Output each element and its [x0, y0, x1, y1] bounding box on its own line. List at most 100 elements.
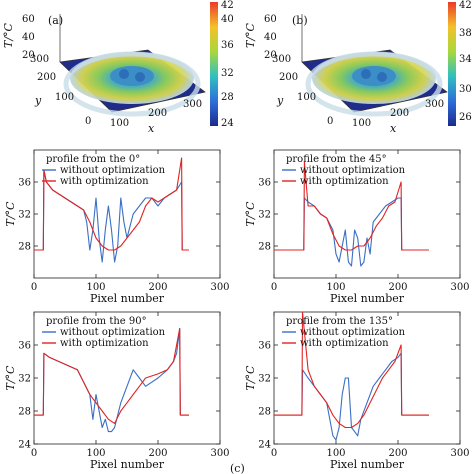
z-tick: 60	[22, 14, 35, 25]
y-axis-label: y	[34, 94, 42, 107]
series-line-with-optimization	[274, 161, 429, 251]
colorbar-tick: 34	[459, 54, 472, 65]
colorbar	[210, 2, 218, 126]
figure-label: (c)	[230, 462, 245, 474]
z-axis-label: T/°C	[244, 22, 257, 48]
series-line-with-optimization	[274, 311, 429, 429]
z-tick: 40	[22, 32, 35, 43]
colorbar-tick: 36	[221, 40, 234, 51]
y-axis-label: y	[276, 94, 284, 107]
y-tick-label: 36	[258, 341, 271, 352]
y-tick: 0	[85, 116, 91, 127]
y-tick: 300	[272, 54, 291, 65]
x-tick: 200	[148, 108, 167, 119]
y-tick-label: 32	[258, 374, 271, 385]
x-tick-label: 200	[388, 448, 407, 459]
line-charts: 0 100 200 300 28 32 36 Pixel number T/°C profile …	[4, 149, 470, 471]
x-tick: 100	[110, 118, 129, 129]
y-tick-label: 28	[18, 407, 31, 418]
x-tick-label: 0	[31, 448, 37, 459]
colorbar-tick: 24	[221, 118, 234, 129]
y-tick: 300	[30, 54, 49, 65]
surface-spot	[361, 69, 371, 79]
panel-label: (b)	[292, 14, 308, 27]
x-axis-label: x	[148, 122, 155, 135]
x-tick-label: 0	[271, 448, 277, 459]
legend-entry: with optimization	[60, 338, 149, 349]
surface-spot	[135, 72, 145, 82]
z-tick: 20	[22, 50, 35, 61]
y-tick-label: 32	[18, 374, 31, 385]
line-chart-panel: 0 100 200 300 24 28 32 36 Pixel number T/°C profil…	[4, 311, 230, 471]
legend-title: profile from the 135°	[286, 316, 393, 327]
x-tick-label: 200	[148, 282, 167, 293]
legend-title: profile from the 45°	[286, 154, 387, 165]
x-tick: 300	[183, 99, 202, 110]
z-axis-label: T/°C	[2, 22, 15, 48]
legend-entry: without optimization	[300, 327, 406, 338]
surface-core	[352, 66, 396, 86]
colorbar-tick: 42	[459, 0, 472, 11]
line-chart-panel: 0 100 200 300 28 32 36 Pixel number T/°C profile …	[244, 149, 470, 305]
y-tick-label: 36	[258, 178, 271, 189]
legend-title: profile from the 0°	[46, 154, 140, 165]
legend-entry: without optimization	[300, 165, 406, 176]
legend-entry: with optimization	[300, 338, 389, 349]
y-axis-label: T/°C	[4, 365, 17, 391]
x-tick-label: 200	[388, 282, 407, 293]
colorbar-tick: 26	[459, 112, 472, 123]
legend-title: profile from the 90°	[46, 316, 147, 327]
colorbar-tick: 42	[221, 0, 234, 11]
x-tick-label: 300	[450, 282, 469, 293]
y-axis-label: T/°C	[4, 201, 17, 227]
y-tick-label: 24	[258, 440, 271, 451]
line-chart-panel: 0 100 200 300 24 28 32 36 Pixel number T/°C profil…	[244, 311, 470, 471]
z-tick: 20	[264, 50, 277, 61]
x-tick-label: 300	[210, 282, 229, 293]
x-axis-label: Pixel number	[330, 292, 405, 305]
x-axis-label: Pixel number	[90, 292, 165, 305]
x-axis-label: Pixel number	[330, 458, 405, 471]
surface-spot	[119, 69, 129, 79]
y-tick-label: 24	[18, 440, 31, 451]
panel-3d-b: (b) 60 40 20 T/°C y 300 200 100 0 100 20…	[244, 0, 472, 135]
legend-entry: with optimization	[60, 176, 149, 187]
colorbar-tick: 30	[459, 84, 472, 95]
x-tick: 200	[390, 108, 409, 119]
y-tick-label: 28	[18, 242, 31, 253]
series-line-with-optimization	[34, 327, 189, 424]
y-axis-label: T/°C	[244, 201, 257, 227]
x-tick-label: 200	[148, 448, 167, 459]
surface-outer-wall	[305, 51, 443, 117]
panel-3d-a: (a) 60 40 20 T/°C y 300 200 100 0 100 20…	[2, 0, 234, 135]
y-tick: 200	[279, 72, 298, 83]
x-axis-label: x	[390, 122, 397, 135]
x-tick-label: 100	[326, 448, 345, 459]
panel-label: (a)	[48, 14, 63, 27]
colorbar-tick: 32	[221, 68, 234, 79]
series-line-without-optimization	[274, 197, 429, 267]
y-axis-label: T/°C	[244, 365, 257, 391]
x-tick: 100	[352, 118, 371, 129]
surface-outer-wall	[63, 51, 201, 117]
y-tick-label: 32	[18, 210, 31, 221]
legend-entry: without optimization	[60, 327, 166, 338]
y-tick-label: 28	[258, 242, 271, 253]
colorbar-tick: 38	[459, 28, 472, 39]
y-tick: 200	[37, 72, 56, 83]
y-tick-label: 32	[258, 210, 271, 221]
x-tick-label: 300	[210, 448, 229, 459]
y-tick-label: 28	[258, 407, 271, 418]
x-tick-label: 0	[271, 282, 277, 293]
y-tick: 100	[55, 92, 74, 103]
surface-spot	[377, 72, 387, 82]
y-tick-label: 36	[18, 341, 31, 352]
z-tick: 60	[264, 14, 277, 25]
y-tick: 0	[327, 116, 333, 127]
y-tick: 100	[297, 92, 316, 103]
x-tick-label: 300	[450, 448, 469, 459]
legend-entry: without optimization	[60, 165, 166, 176]
y-tick-label: 36	[18, 178, 31, 189]
x-tick-label: 100	[86, 282, 105, 293]
